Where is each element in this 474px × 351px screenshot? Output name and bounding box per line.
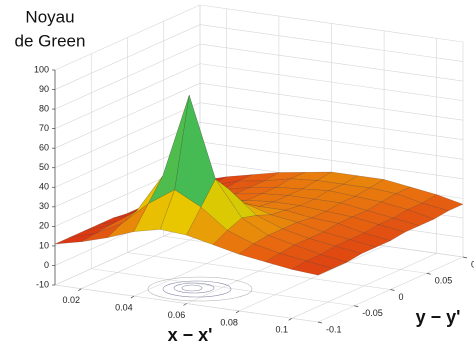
y-tick-label: -0.05 [362,308,383,318]
floor-contours [147,276,253,302]
y-tick [317,321,323,324]
contour [181,284,203,292]
z-tick-label: 100 [34,64,49,74]
x-tick-label: 0.04 [115,302,133,312]
title-line: de Green [15,31,86,50]
grid-line [127,252,391,290]
x-tick-label: 0.1 [275,325,288,335]
y-axis-label: y − y' [416,307,461,327]
z-tick-label: 0 [44,260,49,270]
z-tick-label: -10 [36,279,49,289]
z-tick-label: 80 [39,103,49,113]
x-axis-label: x − x' [168,325,213,345]
x-tick [288,318,292,321]
z-tick-label: 10 [39,240,49,250]
contour [162,280,232,298]
y-tick-label: -0.1 [326,324,342,334]
title-line: Noyau [25,7,74,26]
z-tick-label: 90 [39,84,49,94]
z-tick-label: 70 [39,123,49,133]
contour [173,282,215,294]
x-tick [183,303,187,306]
y-tick-label: 0.05 [435,276,453,286]
y-tick [462,256,468,259]
surface-patch [174,95,216,208]
y-tick [354,305,359,308]
z-tick-label: 50 [39,162,49,172]
x-tick [78,288,82,291]
y-tick-label: 0 [399,292,404,302]
z-tick-label: 40 [39,182,49,192]
contour [147,276,253,302]
x-tick [235,310,240,314]
surface [54,95,464,276]
grid-line [91,268,355,307]
x-tick [130,295,135,299]
x-tick-label: 0.02 [63,295,81,305]
x-tick-label: 0.06 [168,310,186,320]
z-tick-label: 30 [39,201,49,211]
surface-patch [291,260,333,276]
z-tick-label: 20 [39,221,49,231]
y-tick [426,272,431,275]
y-tick-label: 0.1 [471,259,474,269]
y-tick [390,289,395,291]
x-tick-label: 0.08 [220,317,238,327]
z-tick-label: 60 [39,143,49,153]
